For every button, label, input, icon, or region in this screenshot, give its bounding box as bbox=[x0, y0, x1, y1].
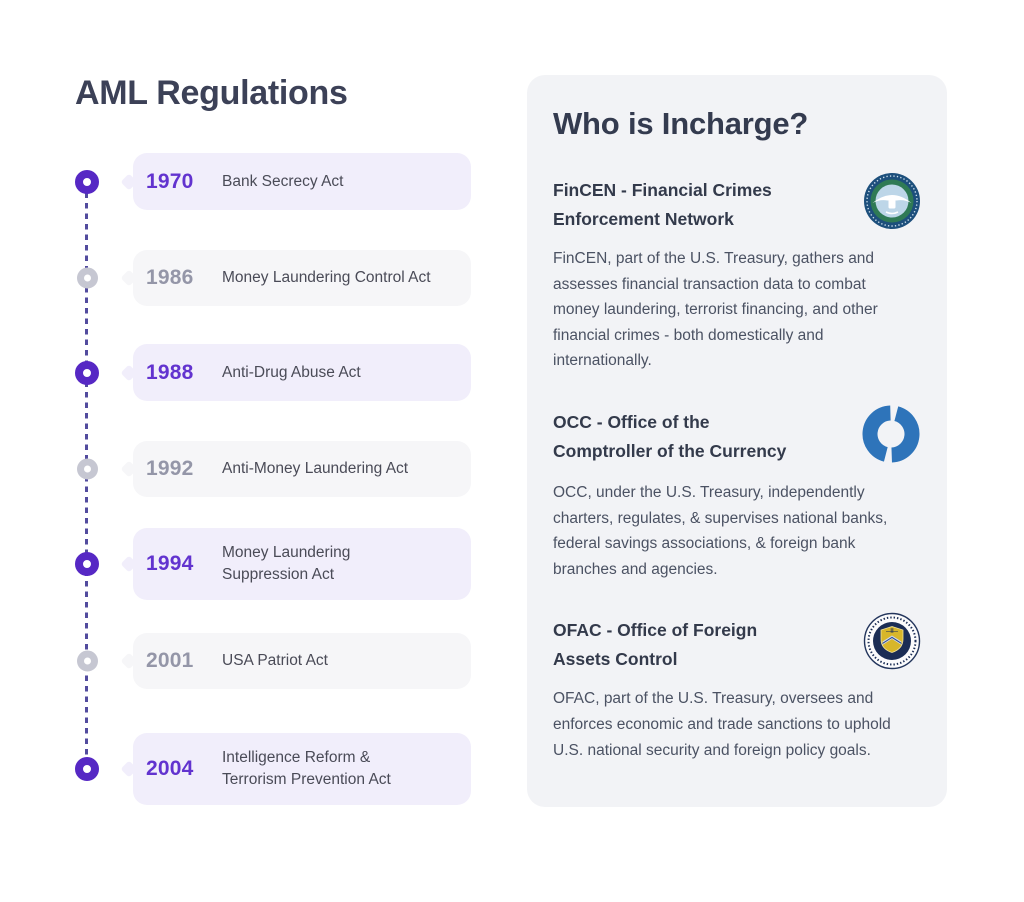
act-label: USA Patriot Act bbox=[222, 652, 328, 669]
act-label: Money Laundering Control Act bbox=[222, 269, 431, 286]
event-card: 1992 Anti-Money Laundering Act bbox=[120, 441, 471, 497]
event-card: 1994 Money Laundering Suppression Act bbox=[120, 528, 471, 600]
card-pointer bbox=[120, 555, 138, 573]
timeline-item-1992: 1992 Anti-Money Laundering Act bbox=[0, 441, 480, 497]
occ-logo-icon bbox=[861, 404, 921, 469]
section-body: OFAC, part of the U.S. Treasury, oversee… bbox=[553, 690, 891, 759]
event-card: 2001 USA Patriot Act bbox=[120, 633, 471, 689]
event-card: 2004 Intelligence Reform & Terrorism Pre… bbox=[120, 733, 471, 805]
timeline-item-1986: 1986 Money Laundering Control Act bbox=[0, 250, 480, 306]
year-label: 1970 bbox=[146, 169, 194, 193]
right-panel: Who is Incharge? FinCEN - Financial Crim… bbox=[527, 75, 947, 807]
section-body: OCC, under the U.S. Treasury, independen… bbox=[553, 483, 888, 578]
year-label: 2001 bbox=[146, 649, 194, 672]
timeline-item-1988: 1988 Anti-Drug Abuse Act bbox=[0, 344, 480, 401]
section-ofac: OFAC - Office of Foreign Assets Control … bbox=[553, 613, 921, 763]
act-label: Intelligence Reform & Terrorism Preventi… bbox=[222, 749, 391, 788]
timeline-dot-icon bbox=[75, 169, 99, 194]
card-pointer bbox=[120, 652, 138, 670]
act-label: Bank Secrecy Act bbox=[222, 172, 344, 190]
year-label: 1986 bbox=[146, 266, 194, 289]
section-heading: FinCEN - Financial Crimes Enforcement Ne… bbox=[553, 180, 772, 229]
timeline-dot-icon bbox=[77, 458, 98, 480]
timeline-dot-icon bbox=[77, 650, 98, 672]
fincen-seal-icon bbox=[863, 172, 921, 235]
card-pointer bbox=[120, 364, 138, 381]
section-body: FinCEN, part of the U.S. Treasury, gathe… bbox=[553, 250, 878, 370]
year-label: 1994 bbox=[146, 552, 194, 575]
section-fincen: FinCEN - Financial Crimes Enforcement Ne… bbox=[553, 173, 921, 374]
card-pointer bbox=[120, 760, 138, 778]
timeline-dot-icon bbox=[77, 267, 98, 289]
timeline-item-1994: 1994 Money Laundering Suppression Act bbox=[0, 528, 480, 600]
act-label: Anti-Money Laundering Act bbox=[222, 460, 409, 477]
card-pointer bbox=[120, 173, 138, 190]
timeline-item-2001: 2001 USA Patriot Act bbox=[0, 633, 480, 689]
panel-title: Who is Incharge? bbox=[553, 106, 809, 141]
section-heading: OFAC - Office of Foreign Assets Control bbox=[553, 620, 758, 670]
year-label: 1988 bbox=[146, 360, 194, 384]
timeline-dot-icon bbox=[75, 552, 99, 576]
timeline-dot-icon bbox=[75, 360, 99, 385]
event-card: 1986 Money Laundering Control Act bbox=[120, 250, 471, 306]
year-label: 1992 bbox=[146, 457, 194, 480]
timeline-item-2004: 2004 Intelligence Reform & Terrorism Pre… bbox=[0, 733, 480, 805]
ofac-seal-icon bbox=[863, 612, 921, 675]
event-card: 1988 Anti-Drug Abuse Act bbox=[120, 344, 471, 401]
card-pointer bbox=[120, 269, 138, 287]
event-card: 1970 Bank Secrecy Act bbox=[120, 153, 471, 210]
section-occ: OCC - Office of the Comptroller of the C… bbox=[553, 405, 921, 582]
section-heading: OCC - Office of the Comptroller of the C… bbox=[553, 411, 787, 461]
act-label: Money Laundering Suppression Act bbox=[222, 544, 351, 583]
timeline-item-1970: 1970 Bank Secrecy Act bbox=[0, 153, 480, 210]
timeline-dot-icon bbox=[75, 757, 99, 781]
act-label: Anti-Drug Abuse Act bbox=[222, 363, 361, 381]
card-pointer bbox=[120, 460, 138, 478]
page-title: AML Regulations bbox=[75, 74, 348, 112]
year-label: 2004 bbox=[146, 757, 194, 780]
